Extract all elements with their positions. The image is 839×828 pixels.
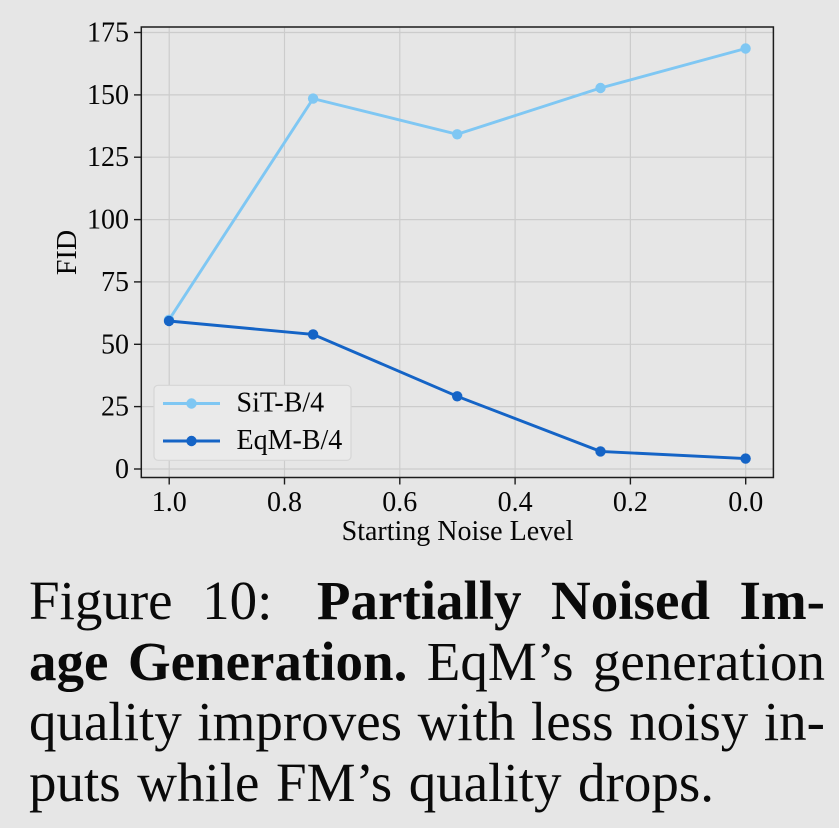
svg-text:125: 125 [87,142,129,173]
svg-text:0.2: 0.2 [613,487,648,518]
svg-text:0.8: 0.8 [267,487,302,518]
svg-text:0: 0 [115,454,129,485]
svg-text:75: 75 [101,267,129,298]
svg-text:Starting Noise Level: Starting Noise Level [342,516,574,547]
svg-text:0.0: 0.0 [728,487,763,518]
svg-text:EqM-B/4: EqM-B/4 [237,425,343,456]
svg-text:0.6: 0.6 [382,487,417,518]
svg-text:SiT-B/4: SiT-B/4 [237,388,325,419]
svg-text:FID: FID [52,230,83,275]
svg-text:25: 25 [101,392,129,423]
svg-text:175: 175 [87,18,129,49]
svg-text:150: 150 [87,80,129,111]
svg-text:100: 100 [87,205,129,236]
svg-text:0.4: 0.4 [498,487,533,518]
svg-text:1.0: 1.0 [152,487,187,518]
svg-text:50: 50 [101,329,129,360]
